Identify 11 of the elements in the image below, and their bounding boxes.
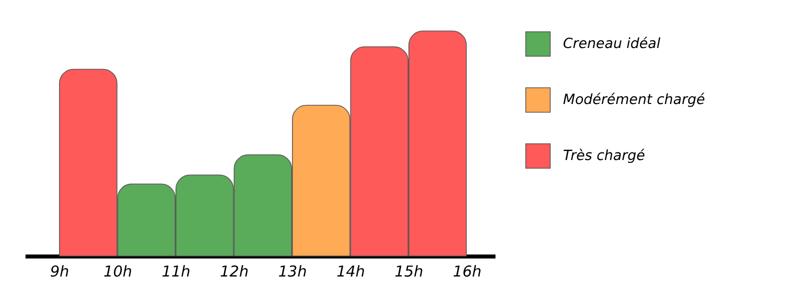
x-tick-label: 15h	[394, 262, 424, 280]
legend-label: Creneau idéal	[563, 36, 660, 52]
x-tick-label: 12h	[220, 262, 249, 280]
x-tick-label: 10h	[104, 262, 132, 280]
x-tick-label: 14h	[336, 262, 366, 280]
x-tick-label: 11h	[162, 262, 190, 280]
x-tick-label: 16h	[452, 262, 482, 280]
legend-label: Très chargé	[563, 148, 646, 164]
legend-label: Modérément chargé	[563, 92, 706, 108]
x-tick-label: 9h	[50, 262, 70, 280]
x-tick-label: 13h	[278, 262, 307, 280]
